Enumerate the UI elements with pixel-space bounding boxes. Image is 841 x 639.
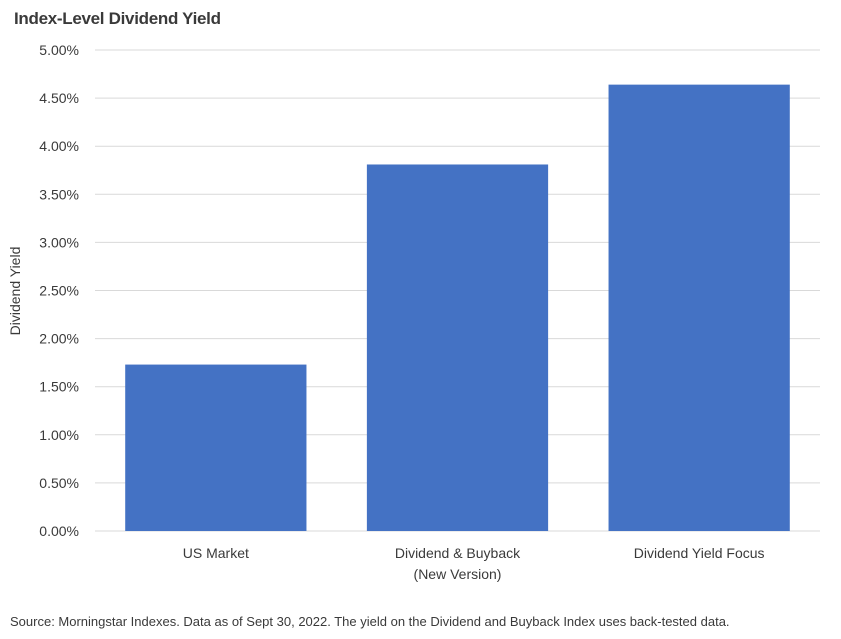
y-tick-label: 5.00%: [39, 42, 79, 58]
y-tick-label: 1.00%: [39, 427, 79, 443]
x-category-label: US Market: [183, 545, 249, 561]
bar: [125, 364, 307, 531]
bar: [608, 84, 790, 531]
chart-title: Index-Level Dividend Yield: [14, 9, 221, 28]
x-category-label: Dividend & Buyback: [395, 545, 521, 561]
y-tick-label: 3.00%: [39, 234, 79, 250]
x-category-label: Dividend Yield Focus: [634, 545, 765, 561]
source-note: Source: Morningstar Indexes. Data as of …: [10, 614, 730, 629]
y-tick-label: 4.00%: [39, 138, 79, 154]
y-tick-label: 2.00%: [39, 331, 79, 347]
y-tick-label: 4.50%: [39, 90, 79, 106]
y-tick-label: 3.50%: [39, 186, 79, 202]
y-tick-label: 0.00%: [39, 523, 79, 539]
y-tick-label: 2.50%: [39, 283, 79, 299]
y-tick-label: 0.50%: [39, 475, 79, 491]
y-tick-label: 1.50%: [39, 379, 79, 395]
bar: [366, 164, 549, 531]
x-category-label: (New Version): [414, 566, 502, 582]
